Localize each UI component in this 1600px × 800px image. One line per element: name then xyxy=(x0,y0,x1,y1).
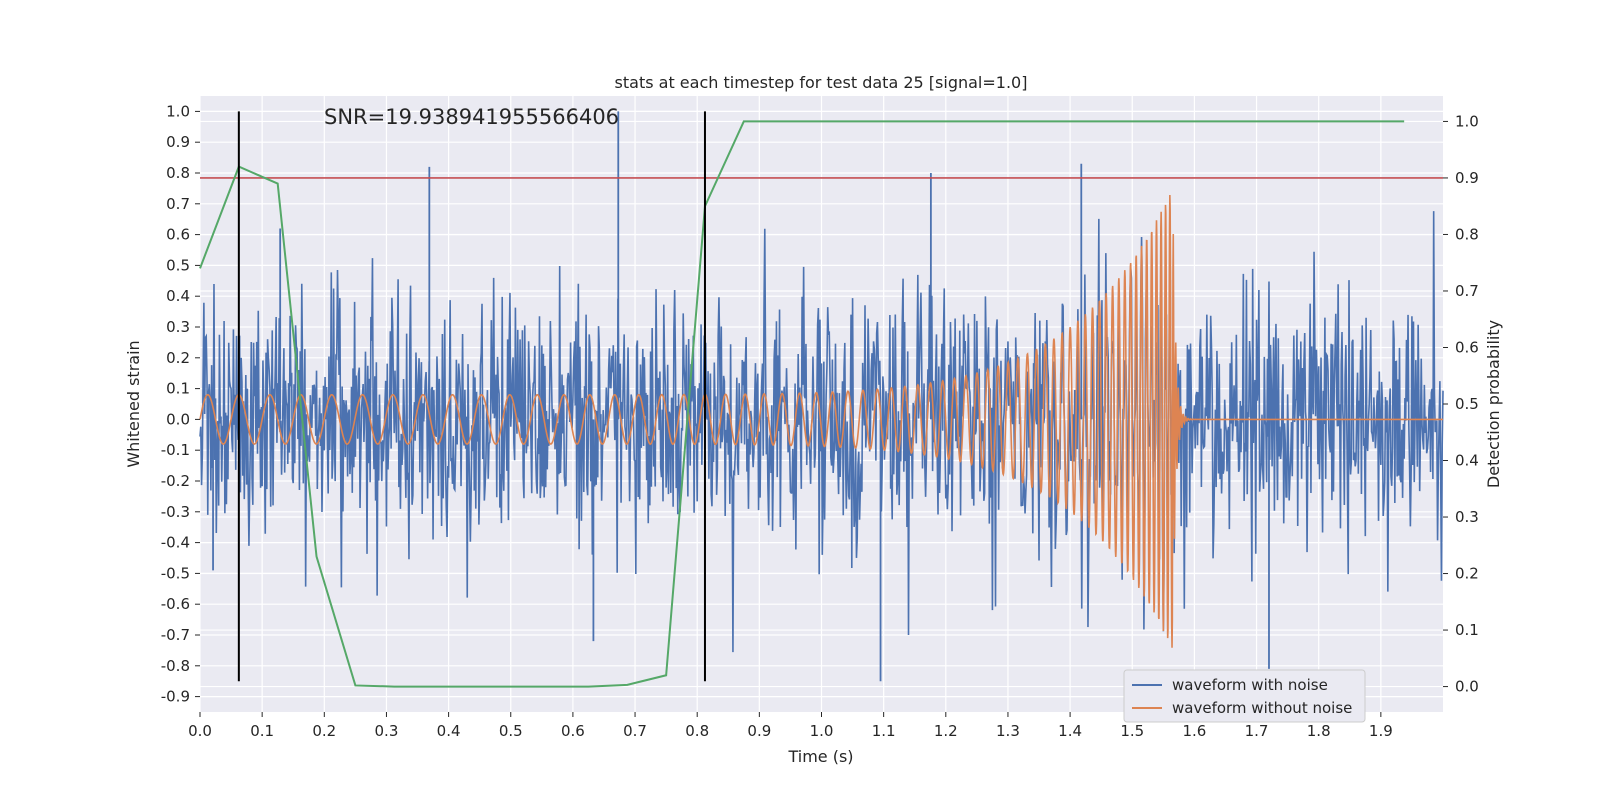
y-tick-label: -0.7 xyxy=(161,626,190,644)
y2-tick-label: 0.9 xyxy=(1455,169,1479,187)
y-tick-label: -0.9 xyxy=(161,688,190,706)
y-tick-label: 0.4 xyxy=(166,287,190,305)
y-tick-label: 1.0 xyxy=(166,102,190,120)
x-tick-label: 1.4 xyxy=(1058,722,1082,740)
y-tick-label: 0.3 xyxy=(166,318,190,336)
series-waveform-with-noise xyxy=(199,211,1444,653)
y-tick-label: 0.0 xyxy=(166,410,190,428)
y-tick-label: 0.1 xyxy=(166,380,190,398)
y-tick-label: -0.8 xyxy=(161,657,190,675)
x-tick-label: 0.1 xyxy=(250,722,274,740)
series-layer xyxy=(199,111,1444,688)
series-waveform-without-noise xyxy=(199,194,1443,648)
y-tick-label: 0.6 xyxy=(166,226,190,244)
y-tick-label: -0.6 xyxy=(161,595,190,613)
y-tick-label: -0.1 xyxy=(161,441,190,459)
x-tick-label: 1.1 xyxy=(872,722,896,740)
y2-tick-label: 0.7 xyxy=(1455,282,1479,300)
x-tick-label: 1.8 xyxy=(1307,722,1331,740)
y-tick-label: -0.2 xyxy=(161,472,190,490)
x-tick-label: 1.2 xyxy=(934,722,958,740)
legend-box xyxy=(1123,669,1366,723)
y-tick-label: 0.8 xyxy=(166,164,190,182)
x-axis-label: Time (s) xyxy=(787,747,853,766)
legend-label-waveform-without-noise: waveform without noise xyxy=(1172,699,1352,717)
x-tick-label: 1.6 xyxy=(1182,722,1206,740)
chart-title: stats at each timestep for test data 25 … xyxy=(615,73,1028,92)
series-detection-probability xyxy=(199,120,1405,688)
y2-tick-label: 0.0 xyxy=(1455,678,1479,696)
x-tick-label: 0.6 xyxy=(561,722,585,740)
y2-tick-label: 0.3 xyxy=(1455,508,1479,526)
snr-annotation: SNR=19.938941955566406 xyxy=(324,105,619,129)
y-tick-label: -0.5 xyxy=(161,564,190,582)
x-tick-label: 1.3 xyxy=(996,722,1020,740)
x-tick-label: 0.0 xyxy=(188,722,212,740)
y-axis-label: Whitened strain xyxy=(124,340,143,467)
x-tick-label: 0.7 xyxy=(623,722,647,740)
y-tick-label: -0.3 xyxy=(161,503,190,521)
x-tick-label: 1.5 xyxy=(1120,722,1144,740)
y-tick-label: 0.5 xyxy=(166,256,190,274)
y2-tick-label: 0.1 xyxy=(1455,621,1479,639)
x-tick-label: 1.7 xyxy=(1245,722,1269,740)
grid xyxy=(199,96,1443,712)
x-tick-label: 1.0 xyxy=(810,722,834,740)
y-tick-label: -0.4 xyxy=(161,534,190,552)
x-tick-label: 0.9 xyxy=(747,722,771,740)
y-tick-label: 0.7 xyxy=(166,195,190,213)
y2-tick-label: 0.2 xyxy=(1455,565,1479,583)
y2-axis-label: Detection probability xyxy=(1484,320,1503,488)
y2-tick-label: 0.8 xyxy=(1455,225,1479,243)
y2-tick-label: 0.6 xyxy=(1455,338,1479,356)
x-tick-label: 0.2 xyxy=(312,722,336,740)
y2-tick-label: 0.5 xyxy=(1455,395,1479,413)
y-tick-label: 0.9 xyxy=(166,133,190,151)
legend: waveform with noise waveform without noi… xyxy=(1123,669,1366,723)
legend-label-waveform-with-noise: waveform with noise xyxy=(1172,676,1328,694)
y2-tick-label: 1.0 xyxy=(1455,112,1479,130)
x-tick-label: 0.4 xyxy=(437,722,461,740)
y2-tick-label: 0.4 xyxy=(1455,452,1479,470)
x-tick-label: 0.3 xyxy=(375,722,399,740)
x-tick-label: 0.5 xyxy=(499,722,523,740)
y-tick-label: 0.2 xyxy=(166,349,190,367)
ticks: 0.0 0.1 0.2 0.3 0.4 0.5 0.6 0.7 0.8 0.9 1.0 1.1 1.2 1… xyxy=(161,102,1479,740)
x-tick-label: 1.9 xyxy=(1369,722,1393,740)
x-tick-label: 0.8 xyxy=(685,722,709,740)
